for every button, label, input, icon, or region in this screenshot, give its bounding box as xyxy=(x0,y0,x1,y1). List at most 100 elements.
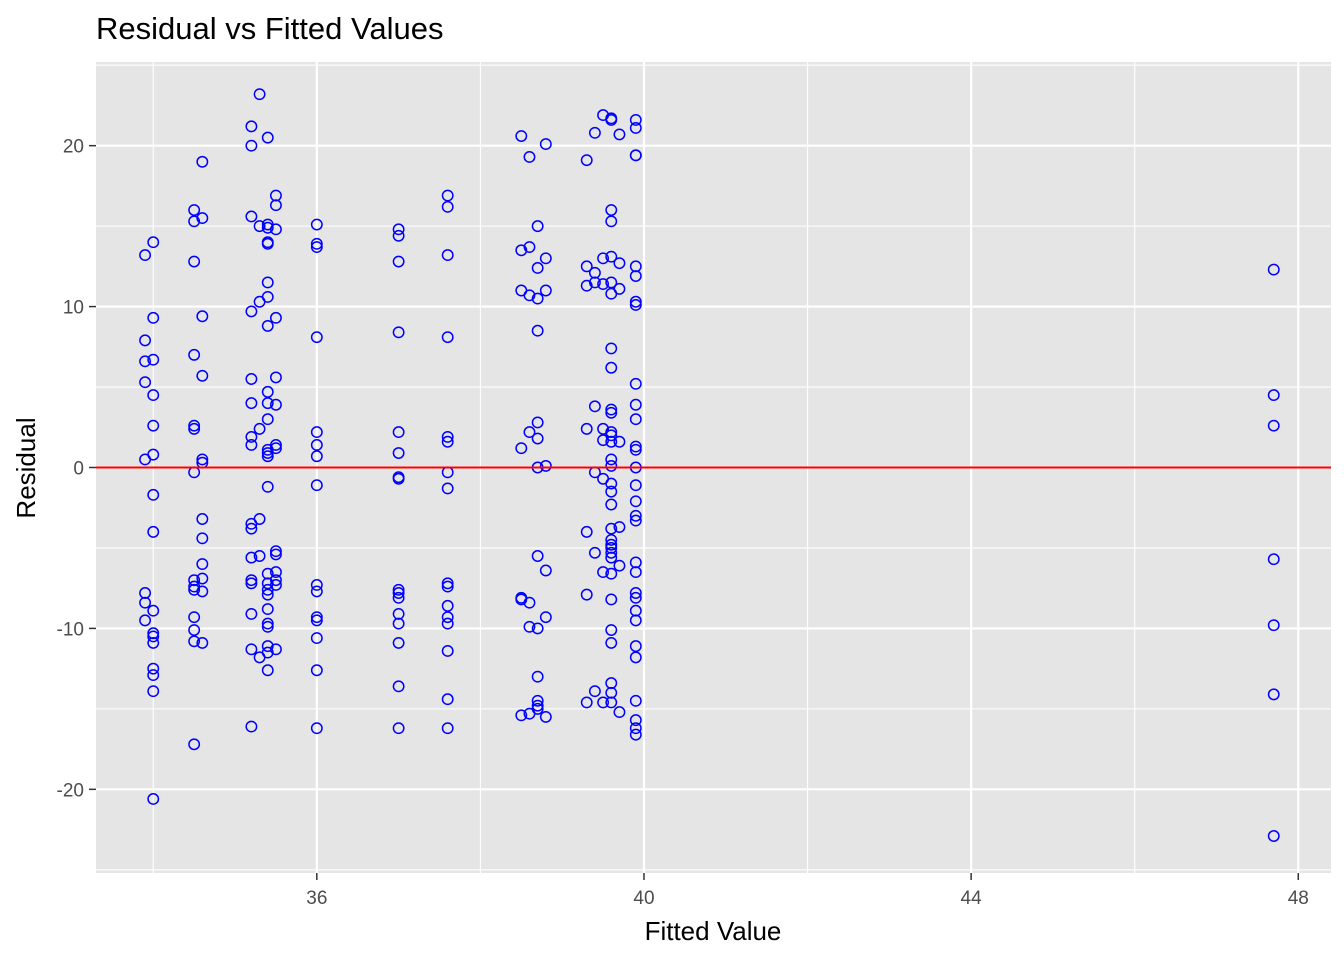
data-point xyxy=(523,150,536,163)
data-point xyxy=(629,413,642,426)
data-point xyxy=(245,643,258,656)
data-point xyxy=(629,398,642,411)
data-point xyxy=(245,397,258,410)
data-point xyxy=(392,326,405,339)
data-point xyxy=(531,292,544,305)
data-point xyxy=(147,669,160,682)
data-point xyxy=(253,88,266,101)
data-point xyxy=(523,241,536,253)
data-point xyxy=(245,305,258,318)
data-point xyxy=(245,522,258,535)
data-point xyxy=(539,284,552,297)
data-point xyxy=(629,514,642,527)
data-point xyxy=(392,587,405,599)
data-point xyxy=(629,651,642,664)
data-point xyxy=(310,237,323,250)
data-point xyxy=(196,572,209,585)
data-point xyxy=(605,551,618,564)
data-point xyxy=(629,587,642,599)
data-point xyxy=(629,440,642,453)
data-point xyxy=(269,566,282,579)
data-point xyxy=(261,319,274,332)
data-point xyxy=(245,139,258,152)
data-point xyxy=(1267,263,1280,276)
data-point xyxy=(147,389,160,402)
y-tick-label: -10 xyxy=(57,619,84,640)
data-point xyxy=(139,376,152,389)
data-point xyxy=(515,593,528,606)
data-point xyxy=(1267,830,1280,842)
data-point xyxy=(269,643,282,656)
data-point xyxy=(310,439,323,451)
x-tick-label: 44 xyxy=(961,888,983,909)
data-point xyxy=(605,593,618,606)
data-point xyxy=(515,709,528,722)
data-point xyxy=(188,422,201,435)
data-point xyxy=(531,220,544,233)
data-point xyxy=(580,154,593,167)
data-point xyxy=(629,149,642,162)
data-point xyxy=(245,607,258,620)
data-point xyxy=(605,250,618,263)
data-point xyxy=(629,728,642,741)
data-point xyxy=(245,120,258,133)
data-point xyxy=(188,624,201,636)
data-point xyxy=(605,204,618,216)
y-axis-title: Residual xyxy=(11,417,41,518)
data-point xyxy=(269,442,282,455)
data-point xyxy=(188,738,201,751)
data-point xyxy=(392,447,405,459)
data-point xyxy=(597,252,610,265)
data-point xyxy=(1267,553,1280,566)
data-point xyxy=(188,255,201,268)
data-point xyxy=(310,426,323,439)
data-point xyxy=(245,373,258,385)
data-point xyxy=(531,432,544,445)
data-point xyxy=(261,664,274,677)
data-point xyxy=(310,664,323,677)
data-point xyxy=(196,212,209,225)
data-point xyxy=(188,611,201,624)
data-point xyxy=(392,591,405,604)
x-tick-label: 40 xyxy=(633,888,654,909)
data-point xyxy=(147,604,160,617)
data-point xyxy=(392,617,405,630)
data-point xyxy=(261,620,274,633)
data-point xyxy=(245,574,258,587)
data-point xyxy=(597,696,610,709)
data-point xyxy=(261,131,274,144)
data-point xyxy=(588,400,601,413)
data-point xyxy=(196,369,209,382)
data-point xyxy=(253,422,266,435)
data-point xyxy=(310,450,323,463)
data-point xyxy=(629,640,642,653)
data-point xyxy=(629,714,642,727)
data-point xyxy=(523,426,536,439)
data-point xyxy=(531,670,544,683)
data-point xyxy=(613,128,626,141)
data-point xyxy=(605,533,618,546)
data-point xyxy=(139,355,152,368)
data-point xyxy=(629,722,642,735)
data-point xyxy=(629,113,642,126)
data-point xyxy=(261,413,274,426)
data-point xyxy=(523,289,536,302)
data-point xyxy=(580,279,593,292)
data-point xyxy=(196,636,209,649)
data-point xyxy=(441,577,454,590)
data-point xyxy=(392,229,405,242)
data-point xyxy=(310,585,323,598)
data-point xyxy=(147,662,160,675)
data-point xyxy=(441,693,454,706)
data-point xyxy=(261,640,274,653)
data-point xyxy=(588,126,601,139)
data-point xyxy=(531,699,544,712)
data-point xyxy=(523,620,536,633)
data-point xyxy=(392,636,405,649)
data-point xyxy=(261,450,274,463)
data-point xyxy=(261,385,274,398)
x-axis-ticks: 36 40 44 48 xyxy=(306,873,1309,909)
data-point xyxy=(310,611,323,624)
data-point xyxy=(629,495,642,508)
data-point xyxy=(261,603,274,616)
